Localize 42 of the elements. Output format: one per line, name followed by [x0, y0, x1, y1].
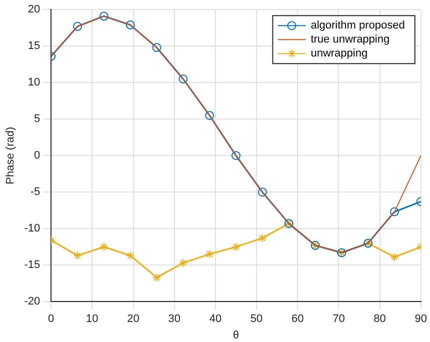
y-tick-label: 20 [28, 4, 40, 16]
point [258, 188, 267, 197]
point [73, 22, 82, 31]
x-tick-label: 50 [250, 313, 263, 326]
point [73, 251, 82, 260]
y-tick-label: 15 [28, 40, 40, 52]
x-tick-label: 90 [414, 313, 428, 326]
point [231, 242, 240, 252]
x-axis-title: θ [232, 329, 240, 342]
point [390, 207, 399, 216]
x-tick-label: 20 [127, 313, 140, 326]
legend-label: true unwrapping [310, 34, 390, 46]
point [99, 12, 108, 21]
x-tick-label: 80 [374, 313, 386, 326]
point [152, 43, 162, 52]
point [205, 110, 214, 120]
y-tick-label: 10 [28, 76, 40, 89]
point [126, 251, 135, 260]
point [178, 74, 188, 84]
point [258, 234, 267, 243]
y-tick-label: 0 [34, 150, 40, 162]
x-tick-label: 0 [48, 313, 54, 326]
y-tick-label: -20 [24, 296, 40, 308]
point [126, 20, 135, 30]
x-tick-label: 30 [168, 313, 180, 326]
point [231, 151, 240, 160]
point [205, 250, 214, 259]
y-tick-label: -10 [24, 222, 40, 235]
x-tick-label: 60 [291, 313, 304, 326]
point [390, 252, 399, 262]
legend-label: unwrapping [310, 48, 368, 60]
point [99, 242, 108, 252]
x-tick-label: 10 [86, 313, 98, 326]
y-tick-label: -15 [24, 259, 40, 272]
legend-label: algorithm proposed [310, 20, 405, 32]
point [152, 273, 162, 282]
y-tick-label: 5 [34, 113, 40, 126]
y-axis-title: Phase (rad) [4, 126, 17, 184]
point [178, 258, 188, 268]
y-tick-label: -5 [30, 186, 40, 198]
x-tick-label: 40 [209, 313, 222, 326]
x-tick-label: 70 [332, 313, 345, 326]
